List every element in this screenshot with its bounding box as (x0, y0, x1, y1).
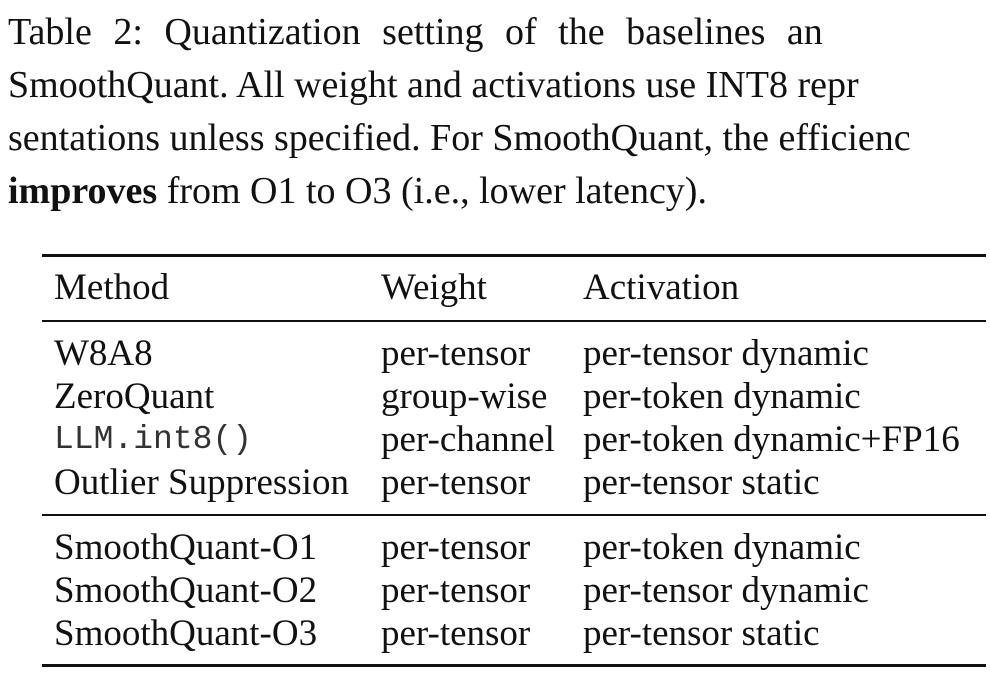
table-row: ZeroQuant group-wise per-token dynamic (0, 375, 990, 418)
weight-cell: per-tensor (381, 570, 531, 611)
table-row: Outlier Suppression per-tensor per-tenso… (0, 461, 990, 504)
caption-line-2: SmoothQuant. All weight and activations … (8, 64, 859, 106)
activation-cell: per-tensor static (583, 613, 820, 654)
caption-line-4-rest: from O1 to O3 (i.e., lower latency). (157, 170, 707, 212)
weight-cell: per-channel (381, 419, 555, 460)
group-rule (42, 514, 986, 516)
method-cell: SmoothQuant-O3 (54, 613, 318, 654)
weight-cell: group-wise (381, 376, 548, 417)
activation-cell: per-token dynamic (583, 376, 861, 417)
header-activation: Activation (583, 267, 740, 308)
weight-cell: per-tensor (381, 462, 531, 503)
weight-cell: per-tensor (381, 613, 531, 654)
method-cell: Outlier Suppression (54, 462, 349, 503)
table-row: SmoothQuant-O3 per-tensor per-tensor sta… (0, 612, 990, 655)
header-weight: Weight (381, 267, 487, 308)
caption-line-3: sentations unless specified. For SmoothQ… (8, 117, 911, 159)
activation-cell: per-token dynamic (583, 527, 861, 568)
table-row: SmoothQuant-O2 per-tensor per-tensor dyn… (0, 569, 990, 612)
table-row: SmoothQuant-O1 per-tensor per-token dyna… (0, 526, 990, 569)
header-rule (42, 320, 986, 322)
activation-cell: per-tensor dynamic (583, 333, 869, 374)
table-row: LLM.int8() per-channel per-token dynamic… (0, 418, 990, 461)
activation-cell: per-tensor dynamic (583, 570, 869, 611)
method-cell: W8A8 (54, 333, 153, 374)
caption-line-1: Table 2: Quantization setting of the bas… (8, 11, 823, 53)
table-row: W8A8 per-tensor per-tensor dynamic (0, 332, 990, 375)
weight-cell: per-tensor (381, 527, 531, 568)
method-cell: SmoothQuant-O1 (54, 527, 318, 568)
method-cell: ZeroQuant (54, 376, 215, 417)
table-bottom-rule (42, 664, 986, 667)
caption-line-4: improves from O1 to O3 (i.e., lower late… (8, 165, 990, 218)
table-header-row: Method Weight Activation (0, 266, 990, 309)
caption-bold-word: improves (8, 170, 158, 212)
table-caption: Table 2: Quantization setting of the bas… (8, 6, 990, 218)
method-cell: SmoothQuant-O2 (54, 570, 318, 611)
table-top-rule (42, 254, 986, 257)
activation-cell: per-tensor static (583, 462, 820, 503)
method-cell: LLM.int8() (54, 421, 253, 458)
weight-cell: per-tensor (381, 333, 531, 374)
header-method: Method (54, 267, 170, 308)
activation-cell: per-token dynamic+FP16 (583, 419, 960, 460)
